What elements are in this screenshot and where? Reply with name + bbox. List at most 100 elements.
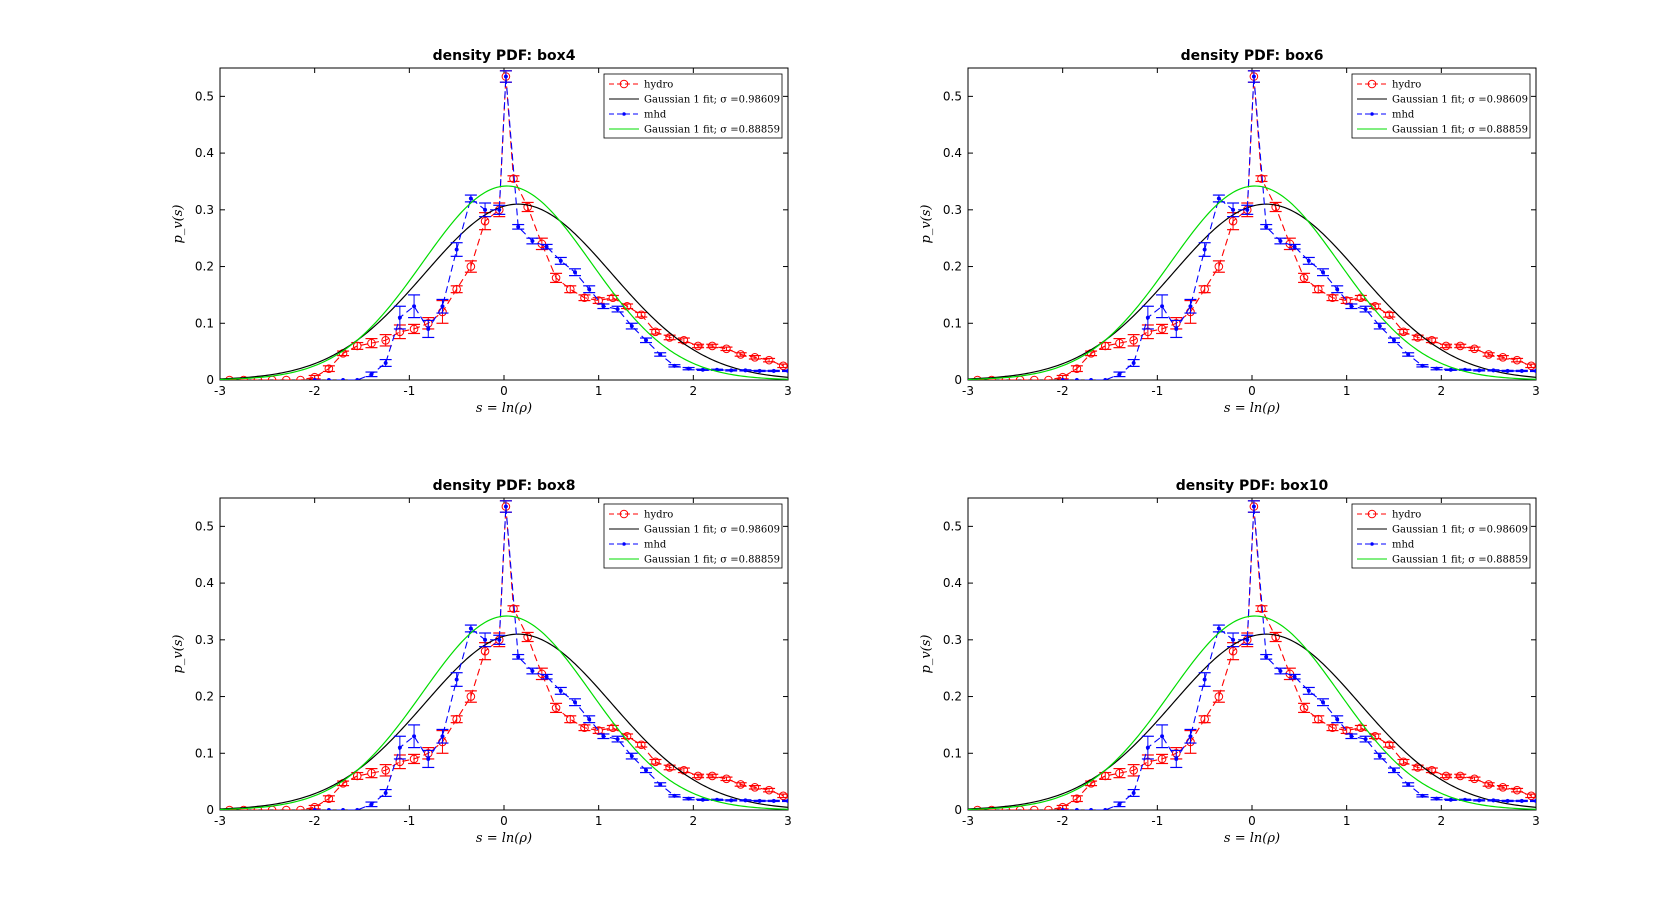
chart-panel-1: density PDF: box4 -3 -2 -1 0 1 2 3 0 0.1 0.2 0.3 0.4… xyxy=(171,48,792,416)
data-point-hydro xyxy=(1044,805,1053,810)
series-line-fit-3 xyxy=(968,185,1536,380)
legend-marker-circle xyxy=(1367,79,1377,89)
y-tick-label: 0 xyxy=(954,373,962,387)
data-point-mhd xyxy=(1306,688,1311,693)
data-point-hydro xyxy=(764,355,774,365)
y-tick-label: 0.3 xyxy=(195,203,214,217)
data-point-mhd xyxy=(341,807,346,810)
data-point-mhd xyxy=(1434,366,1439,371)
data-point-hydro xyxy=(636,310,646,320)
data-point-mhd xyxy=(785,368,788,373)
data-point-mhd xyxy=(383,360,388,366)
data-point-mhd xyxy=(1216,626,1221,631)
data-point-mhd xyxy=(1089,807,1094,810)
y-axis-label: p_v(s) xyxy=(919,205,934,244)
data-point-mhd xyxy=(440,734,445,739)
chart-title: density PDF: box10 xyxy=(1176,478,1329,494)
data-point-hydro xyxy=(1029,805,1039,810)
x-tick-label: -3 xyxy=(214,384,226,398)
data-point-hydro xyxy=(296,375,305,380)
data-point-mhd xyxy=(440,304,445,309)
data-point-hydro xyxy=(750,783,760,792)
data-point-mhd xyxy=(1060,377,1065,380)
data-point-mhd xyxy=(1363,307,1368,312)
legend-label-2: mhd xyxy=(1392,110,1415,121)
y-tick-label: 0.3 xyxy=(943,633,962,647)
data-point-mhd xyxy=(1406,782,1411,787)
data-point-hydro xyxy=(778,791,788,801)
x-tick-label: -3 xyxy=(962,384,974,398)
y-tick-label: 0 xyxy=(206,373,214,387)
data-point-mhd xyxy=(743,798,748,803)
data-point-hydro xyxy=(1228,216,1238,226)
series-line-fit-1 xyxy=(220,633,788,810)
data-point-mhd xyxy=(601,304,606,309)
data-point-mhd xyxy=(1264,224,1269,229)
data-point-mhd xyxy=(383,790,388,796)
data-point-mhd xyxy=(468,196,473,201)
data-point-hydro xyxy=(1441,341,1451,351)
data-point-hydro xyxy=(1470,344,1479,354)
data-point-mhd xyxy=(483,207,488,212)
data-point-hydro xyxy=(1157,324,1167,334)
data-point-hydro xyxy=(409,754,419,764)
data-point-mhd xyxy=(1391,338,1397,343)
data-point-mhd xyxy=(629,754,634,759)
data-point-hydro xyxy=(381,765,390,775)
data-point-hydro xyxy=(1072,794,1082,803)
data-point-hydro xyxy=(225,805,234,810)
data-point-mhd xyxy=(1188,734,1193,739)
data-point-mhd xyxy=(426,326,431,331)
data-point-mhd xyxy=(1505,798,1510,803)
data-point-mhd xyxy=(658,352,663,357)
data-point-hydro xyxy=(1200,714,1209,724)
x-tick-label: -1 xyxy=(1151,814,1163,828)
data-point-mhd xyxy=(369,372,374,377)
data-point-mhd xyxy=(771,798,776,803)
legend-label-3: Gaussian 1 fit; σ =0.88859 xyxy=(1392,555,1528,566)
x-tick-label: 3 xyxy=(1532,814,1540,828)
data-point-mhd xyxy=(497,207,502,212)
data-point-mhd xyxy=(629,324,634,329)
legend-marker-dot xyxy=(1370,112,1374,116)
y-tick-label: 0.4 xyxy=(195,576,214,590)
data-point-hydro xyxy=(352,771,362,781)
legend-label-2: mhd xyxy=(644,540,667,551)
data-point-mhd xyxy=(1306,258,1311,263)
data-point-mhd xyxy=(1160,734,1165,739)
data-point-mhd xyxy=(355,377,360,380)
chart-title: density PDF: box8 xyxy=(433,478,576,494)
y-tick-label: 0.5 xyxy=(943,519,962,533)
data-point-mhd xyxy=(601,734,606,739)
data-point-hydro xyxy=(665,333,674,342)
data-point-mhd xyxy=(1074,377,1079,380)
data-point-hydro xyxy=(1271,202,1280,212)
x-tick-label: -2 xyxy=(1057,814,1069,828)
data-point-mhd xyxy=(397,745,402,750)
data-point-hydro xyxy=(452,714,461,724)
data-point-mhd xyxy=(785,798,788,803)
data-point-hydro xyxy=(239,805,248,810)
y-tick-label: 0.1 xyxy=(195,746,214,760)
data-point-mhd xyxy=(672,363,677,368)
data-point-hydro xyxy=(239,375,248,380)
chart-panel-4: density PDF: box10 -3 -2 -1 0 1 2 3 0 0.1 0.2 0.3 0.… xyxy=(919,478,1540,846)
data-point-mhd xyxy=(615,307,620,312)
legend-marker-circle xyxy=(1367,509,1377,519)
data-point-hydro xyxy=(310,372,319,380)
data-point-hydro xyxy=(750,353,760,362)
legend-marker-dot xyxy=(1370,542,1374,546)
y-tick-label: 0.1 xyxy=(943,746,962,760)
data-point-hydro xyxy=(466,692,476,701)
data-point-mhd xyxy=(1292,244,1297,249)
data-point-mhd xyxy=(454,677,459,682)
x-tick-label: 0 xyxy=(500,384,508,398)
data-point-hydro xyxy=(580,293,589,303)
legend-label-3: Gaussian 1 fit; σ =0.88859 xyxy=(644,555,780,566)
data-point-hydro xyxy=(1498,353,1508,362)
data-point-hydro xyxy=(1484,350,1493,359)
data-point-mhd xyxy=(672,793,677,798)
data-point-hydro xyxy=(551,703,561,713)
data-point-hydro xyxy=(1399,327,1408,337)
data-point-hydro xyxy=(1313,284,1323,294)
